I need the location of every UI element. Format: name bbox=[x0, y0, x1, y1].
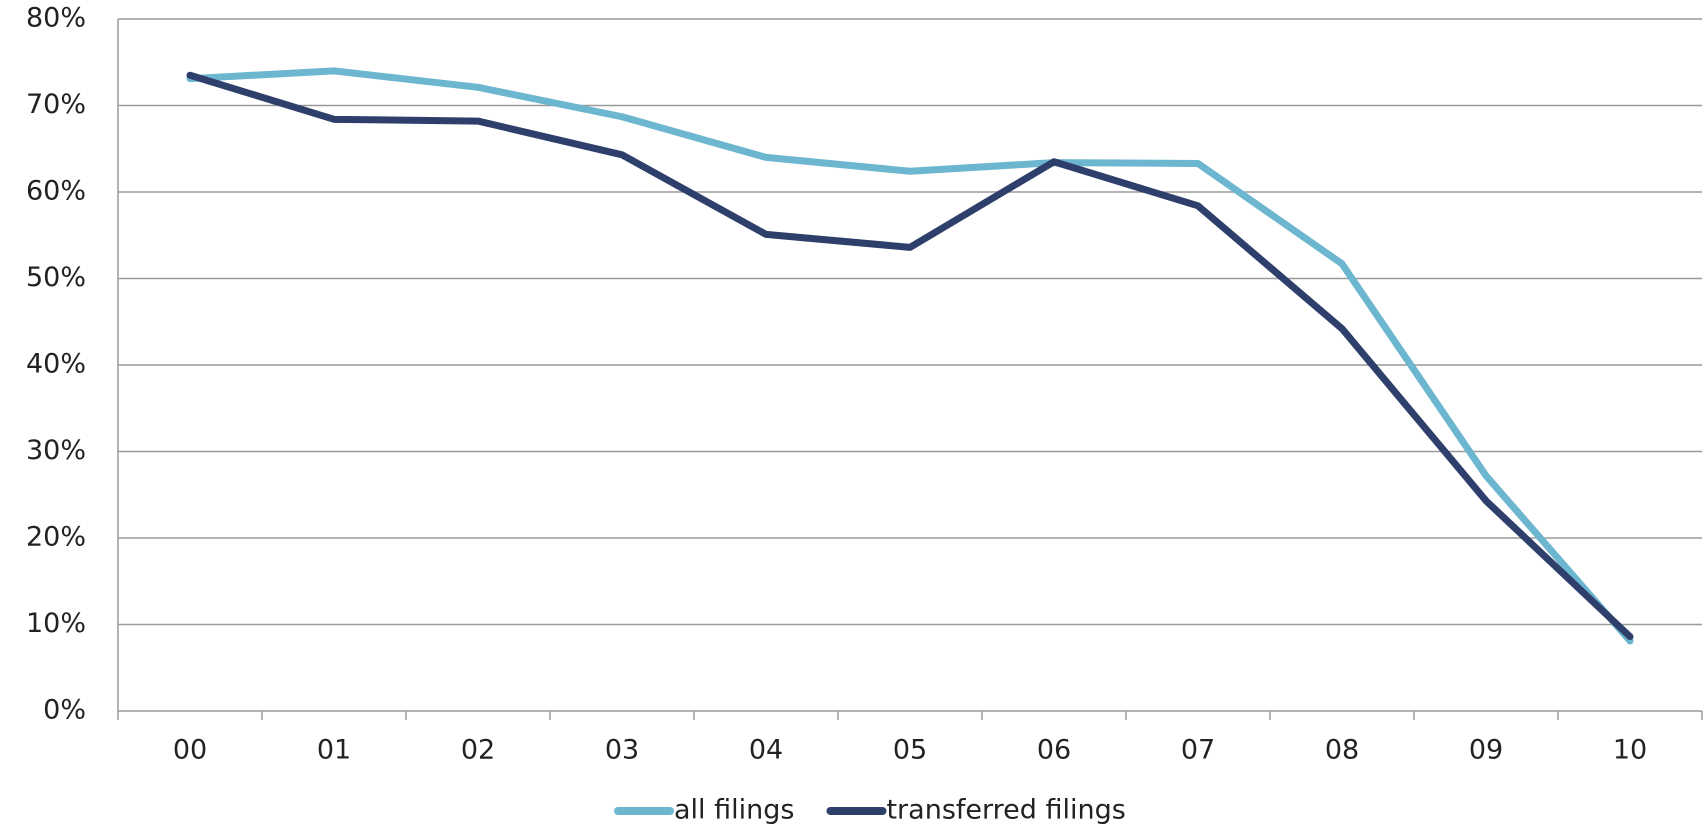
y-tick-label: 60% bbox=[26, 176, 86, 207]
y-tick-label: 20% bbox=[26, 522, 86, 553]
y-tick-label: 30% bbox=[26, 435, 86, 466]
x-tick-label: 00 bbox=[173, 735, 207, 766]
y-tick-label: 70% bbox=[26, 89, 86, 120]
y-tick-label: 50% bbox=[26, 262, 86, 293]
x-tick-label: 04 bbox=[749, 735, 783, 766]
x-tick-label: 08 bbox=[1325, 735, 1359, 766]
y-tick-label: 0% bbox=[43, 695, 86, 726]
x-tick-label: 06 bbox=[1037, 735, 1071, 766]
legend-label: transferred filings bbox=[886, 795, 1125, 826]
legend-label: all filings bbox=[674, 795, 794, 826]
line-series bbox=[186, 67, 1634, 645]
y-tick-label: 80% bbox=[26, 3, 86, 34]
x-tick-label: 05 bbox=[893, 735, 927, 766]
y-tick-label: 10% bbox=[26, 608, 86, 639]
x-tick-label: 01 bbox=[317, 735, 351, 766]
x-tick-label: 02 bbox=[461, 735, 495, 766]
x-tick-label: 10 bbox=[1613, 735, 1647, 766]
x-tick-label: 03 bbox=[605, 735, 639, 766]
y-tick-label: 40% bbox=[26, 349, 86, 380]
x-tick-label: 09 bbox=[1469, 735, 1503, 766]
line-series bbox=[186, 71, 1634, 641]
x-tick-label: 07 bbox=[1181, 735, 1215, 766]
